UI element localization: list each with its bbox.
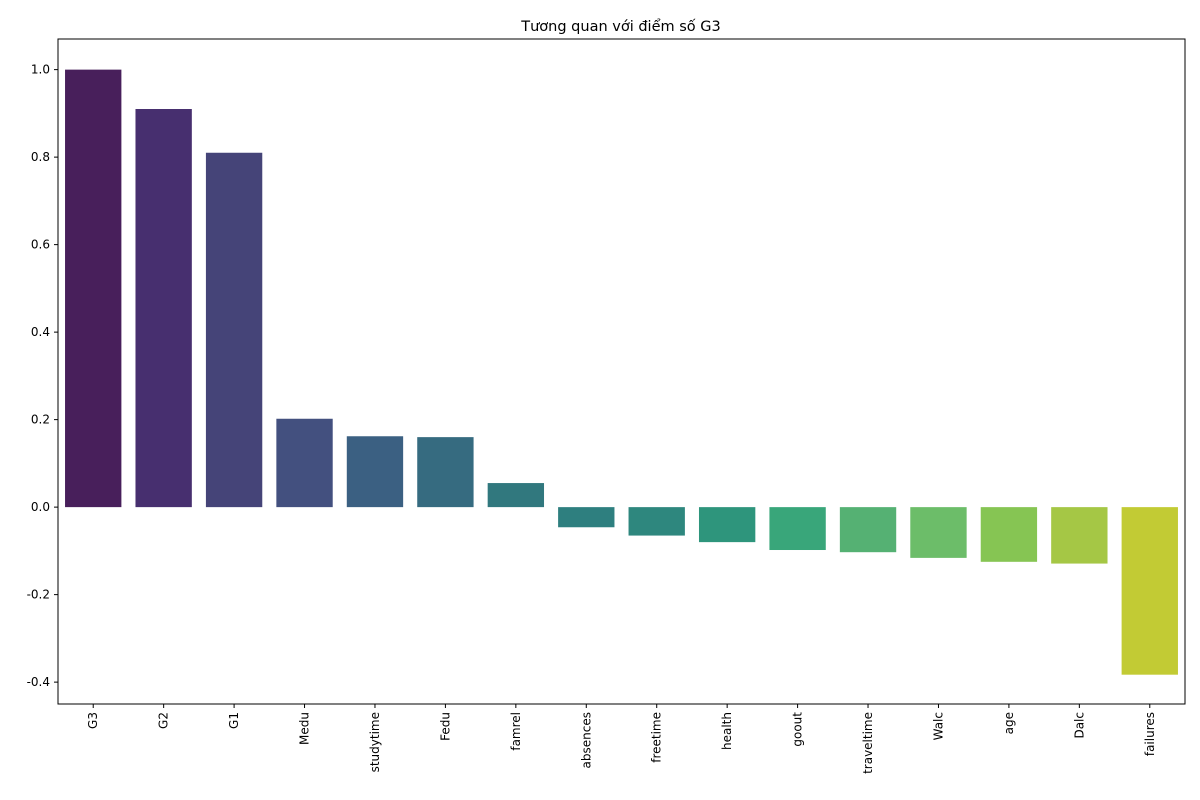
x-tick-label: famrel (509, 712, 523, 751)
bar-goout (769, 507, 826, 551)
x-tick-label: age (1002, 712, 1016, 734)
y-tick-label: -0.4 (27, 675, 50, 689)
bar-G1 (205, 152, 263, 508)
bars-layer (65, 69, 1178, 675)
bar-traveltime (839, 507, 897, 553)
y-tick-label: 0.2 (31, 413, 50, 427)
bar-G2 (135, 109, 192, 508)
bar-age (980, 507, 1038, 562)
bar-health (698, 507, 756, 543)
y-tick-label: -0.2 (27, 588, 50, 602)
bar-famrel (487, 483, 545, 508)
x-tick-label: freetime (650, 712, 664, 763)
x-tick-label: traveltime (861, 712, 875, 774)
bar-Walc (910, 507, 967, 558)
bar-Dalc (1051, 507, 1108, 564)
x-tick-label: Dalc (1072, 712, 1086, 739)
x-tick-label: absences (579, 712, 593, 768)
x-tick-label: G3 (86, 712, 100, 729)
plot-frame (57, 38, 1186, 705)
x-tick-label: studytime (368, 712, 382, 772)
y-tick-label: 0.4 (31, 325, 50, 339)
bar-failures (1121, 507, 1178, 675)
bar-Medu (276, 418, 333, 508)
x-tick-label: goout (791, 712, 805, 747)
x-tick-label: Medu (298, 712, 312, 745)
x-tick-label: failures (1143, 712, 1157, 756)
bar-studytime (346, 436, 404, 508)
bar-freetime (628, 507, 685, 536)
y-axis: -0.4 -0.2 0.0 0.2 0.4 0.6 0.8 1.0 (27, 63, 58, 689)
x-tick-label: Walc (931, 712, 945, 740)
x-tick-label: G1 (227, 712, 241, 729)
x-axis: G3 G2 G1 Medu studytime Fedu famrel absences fre… (86, 704, 1157, 774)
y-tick-label: 0.0 (31, 500, 50, 514)
x-tick-label: Fedu (438, 712, 452, 741)
y-tick-label: 1.0 (31, 63, 50, 77)
y-tick-label: 0.6 (31, 238, 50, 252)
bar-absences (558, 507, 615, 528)
x-tick-label: health (720, 712, 734, 750)
chart-title: Tương quan với điểm số G3 (520, 18, 720, 35)
x-tick-label: G2 (157, 712, 171, 729)
bar-G3 (65, 69, 122, 508)
bar-Fedu (417, 437, 474, 508)
y-tick-label: 0.8 (31, 150, 50, 164)
